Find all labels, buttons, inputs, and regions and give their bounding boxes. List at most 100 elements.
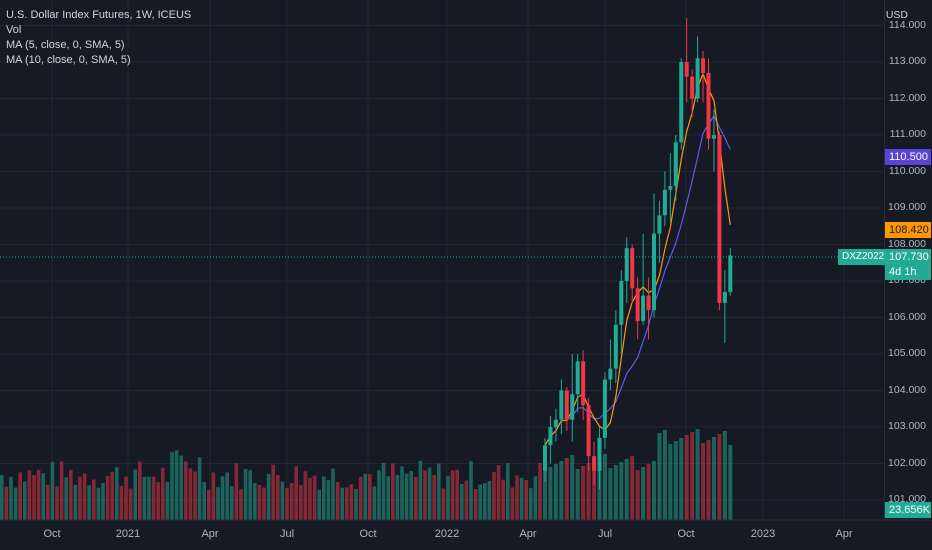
volume-bar [317,489,321,520]
volume-bar [414,476,418,520]
volume-bar [174,450,179,520]
volume-bar [564,458,569,520]
volume-tag: 23.656K [885,502,931,518]
x-tick-label: Jul [279,528,295,540]
candles [543,18,733,490]
volume-bar [280,481,285,520]
volume-bar [207,489,211,520]
volume-bar [110,471,114,520]
volume-bar [289,483,294,520]
candle-body [575,361,580,395]
volume-bar [230,486,234,520]
grid-lines [0,0,884,520]
volume-bar [294,466,298,520]
candle-body [602,379,607,438]
volume-bar [368,474,372,520]
volume-bar [257,484,262,520]
volume-bar [722,431,727,520]
volume-bar [105,475,110,520]
y-tick-label: 104.000 [888,383,926,396]
x-tick-label: Apr [201,528,219,540]
volume-bar [358,476,363,520]
volume-bar [119,485,124,520]
volume-bar [701,443,706,520]
volume-bar [483,483,487,520]
volume-bar [487,480,492,520]
legend: U.S. Dollar Index Futures, 1W, ICEUS Vol… [6,8,191,68]
volume-bar [161,467,165,520]
volume-bar [253,483,257,520]
volume-bar [432,474,436,520]
volume-bar [524,480,528,520]
x-tick-label: Apr [519,528,537,540]
volume-bar [501,479,505,520]
volume-bar [188,468,193,520]
volume-bar [506,463,510,520]
x-tick-label: Jul [597,528,613,540]
y-tick-label: 112.000 [888,91,926,104]
candle-body [619,281,624,325]
y-tick-label: 110.000 [888,164,926,177]
volume-bar [630,456,635,520]
volume-bar [690,432,695,520]
volume-bar [322,476,326,520]
volume-bar [331,468,335,520]
volume-bar [239,489,243,520]
volume-bar [78,476,82,520]
legend-ma10[interactable]: MA (10, close, 0, SMA, 5) [6,54,131,66]
volume-bar [657,433,662,520]
volume-bar [464,480,469,520]
volume-bar [128,488,133,520]
volume-bar [446,475,450,520]
volume-bar [354,489,358,520]
volume-bar [101,482,105,520]
x-tick-label: Oct [43,528,61,540]
ma5-value-tag: 108.420 [885,222,931,238]
legend-title[interactable]: U.S. Dollar Index Futures, 1W, ICEUS [6,9,192,21]
volume-bar [492,472,496,520]
volume-bar [271,464,275,520]
volume-bar [409,470,413,520]
volume-bar [138,461,142,520]
x-tick-label: 2022 [434,528,460,540]
volume-bar [613,465,618,520]
volume-bar [69,469,73,520]
candle-body [543,445,547,471]
volume-bar [391,463,395,520]
volume-bar [345,487,349,520]
volume-bar [519,477,524,520]
candle-body [684,62,689,77]
candle-body [570,394,575,420]
candle-body [624,248,629,281]
ma10-polyline [544,114,731,446]
volume-bar [450,470,455,520]
candle-body [701,58,706,73]
volume-bar [377,470,381,520]
volume-bar [184,461,188,520]
volume-bar [133,469,137,520]
volume-bar [635,470,640,520]
volume-bar [87,485,91,520]
legend-vol[interactable]: Vol [6,24,22,36]
volume-bar [515,475,519,520]
volume-bar [624,459,629,520]
volume-bars [0,429,733,520]
volume-bar [193,471,197,520]
volume-bar [455,469,459,520]
volume-bar [543,470,547,520]
candle-body [679,62,684,143]
volume-bar [216,487,220,520]
candle-body [635,288,640,322]
candle-body [592,456,597,471]
x-axis-bg [0,520,932,550]
volume-bar [363,473,367,520]
volume-bar [335,481,340,520]
candle-body [608,368,613,380]
volume-bar [115,467,119,520]
volume-bar [592,460,597,520]
volume-bar [156,482,160,520]
legend-ma5[interactable]: MA (5, close, 0, SMA, 5) [6,39,125,51]
candle-body [581,361,586,406]
